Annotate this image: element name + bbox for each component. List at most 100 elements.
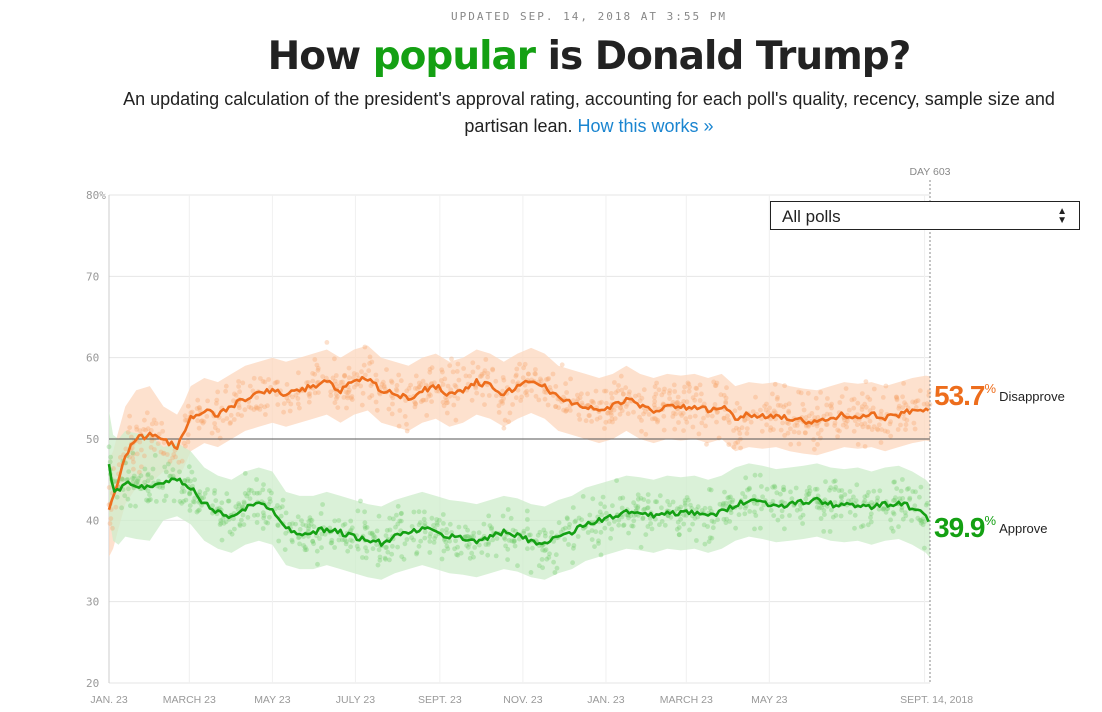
disapprove-poll-dot <box>869 427 875 432</box>
approve-poll-dot <box>458 550 464 556</box>
approve-poll-dot <box>675 519 681 525</box>
disapprove-poll-dot <box>862 401 868 407</box>
disapprove-poll-dot <box>770 391 775 397</box>
disapprove-poll-dot <box>324 375 329 381</box>
approve-poll-dot <box>390 543 395 549</box>
disapprove-poll-dot <box>900 394 905 400</box>
approve-poll-dot <box>348 518 354 524</box>
approve-poll-dot <box>385 549 391 555</box>
disapprove-poll-dot <box>341 395 347 400</box>
disapprove-poll-dot <box>875 427 881 433</box>
disapprove-poll-dot <box>110 525 115 531</box>
disapprove-poll-dot <box>723 395 729 401</box>
approve-poll-dot <box>598 529 604 535</box>
approve-poll-dot <box>242 471 248 476</box>
disapprove-poll-dot <box>173 454 178 460</box>
approve-poll-dot <box>431 540 437 545</box>
approve-poll-dot <box>822 497 828 503</box>
approve-poll-dot <box>231 516 236 522</box>
disapprove-poll-dot <box>160 428 166 434</box>
disapprove-poll-dot <box>736 427 742 432</box>
approve-poll-dot <box>567 522 572 527</box>
approve-poll-dot <box>614 478 619 483</box>
disapprove-poll-dot <box>474 390 480 396</box>
approve-poll-dot <box>770 484 776 490</box>
approve-poll-dot <box>727 500 733 505</box>
disapprove-poll-dot <box>686 381 692 387</box>
approve-poll-dot <box>148 497 153 502</box>
approve-poll-dot <box>241 499 247 505</box>
approve-poll-dot <box>427 534 433 540</box>
approve-poll-dot <box>881 506 886 512</box>
disapprove-poll-dot <box>388 378 394 384</box>
disapprove-poll-dot <box>345 393 350 399</box>
approve-poll-dot <box>798 515 803 520</box>
disapprove-poll-dot <box>639 395 645 401</box>
approve-poll-dot <box>349 525 355 531</box>
disapprove-poll-dot <box>233 392 239 398</box>
approve-poll-dot <box>751 500 757 506</box>
disapprove-poll-dot <box>346 365 352 371</box>
approve-poll-dot <box>800 521 805 526</box>
approve-poll-dot <box>609 526 615 532</box>
disapprove-poll-dot <box>455 361 461 367</box>
disapprove-poll-dot <box>684 399 690 405</box>
how-this-works-link[interactable]: How this works » <box>577 116 714 136</box>
disapprove-poll-dot <box>189 409 195 415</box>
disapprove-poll-dot <box>865 394 871 400</box>
disapprove-poll-dot <box>577 417 583 422</box>
approve-poll-dot <box>163 493 169 499</box>
disapprove-poll-dot <box>764 422 769 428</box>
disapprove-poll-dot <box>217 435 223 441</box>
disapprove-poll-dot <box>415 386 420 392</box>
disapprove-poll-dot <box>815 442 820 447</box>
approve-poll-dot <box>192 477 198 483</box>
approve-poll-dot <box>900 477 905 482</box>
approve-poll-dot <box>839 495 844 500</box>
approve-poll-dot <box>154 499 159 504</box>
approve-poll-dot <box>414 551 419 557</box>
disapprove-poll-dot <box>673 411 678 417</box>
disapprove-poll-dot <box>262 379 268 385</box>
disapprove-poll-dot <box>733 440 738 446</box>
approve-poll-dot <box>260 526 266 531</box>
approve-poll-dot <box>919 519 925 524</box>
disapprove-poll-dot <box>224 416 230 421</box>
disapprove-poll-dot <box>349 394 355 399</box>
approve-poll-dot <box>687 527 692 533</box>
approve-poll-dot <box>640 516 646 522</box>
approve-poll-dot <box>781 487 787 493</box>
approve-poll-dot <box>370 546 376 552</box>
disapprove-poll-dot <box>439 378 444 383</box>
disapprove-poll-dot <box>607 408 613 414</box>
disapprove-poll-dot <box>712 402 718 407</box>
approve-poll-dot <box>219 537 225 543</box>
approve-poll-dot <box>263 519 269 525</box>
disapprove-poll-dot <box>432 380 437 386</box>
approve-poll-dot <box>779 514 785 519</box>
approve-poll-dot <box>192 499 197 505</box>
approve-poll-dot <box>125 496 131 502</box>
approve-poll-dot <box>348 544 353 550</box>
disapprove-poll-dot <box>786 408 791 414</box>
approve-poll-dot <box>422 529 428 535</box>
approve-poll-dot <box>440 512 446 517</box>
approve-poll-dot <box>891 479 897 485</box>
disapprove-poll-dot <box>653 391 659 397</box>
disapprove-poll-dot <box>426 391 432 397</box>
approve-poll-dot <box>570 505 576 510</box>
disapprove-poll-dot <box>852 418 858 424</box>
poll-filter-select[interactable]: All polls ▲ ▼ <box>770 201 1080 230</box>
approve-poll-dot <box>662 522 668 528</box>
approve-poll-dot <box>597 509 603 515</box>
disapprove-poll-dot <box>775 402 781 408</box>
approve-poll-dot <box>720 503 726 509</box>
approve-poll-dot <box>350 538 355 544</box>
disapprove-poll-dot <box>381 384 387 390</box>
approve-poll-dot <box>310 539 316 544</box>
approve-poll-dot <box>296 534 302 540</box>
disapprove-poll-dot <box>542 396 548 402</box>
disapprove-poll-dot <box>185 432 191 438</box>
approve-poll-dot <box>751 494 757 499</box>
approve-line <box>107 463 930 547</box>
